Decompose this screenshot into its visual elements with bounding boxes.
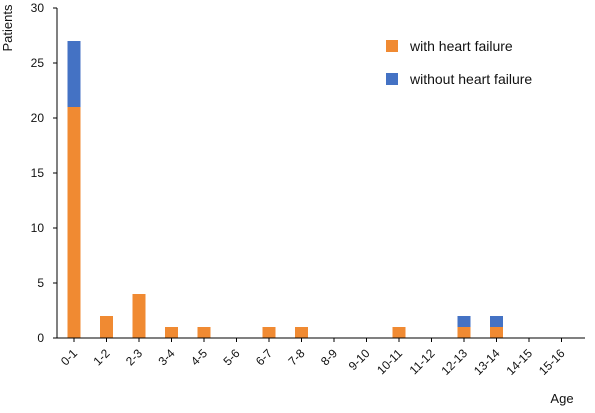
x-tick-label: 11-12 [407,346,438,377]
x-tick-label: 12-13 [439,346,471,378]
legend-label: without heart failure [409,71,532,87]
bar-3-4-series-0 [165,327,178,338]
x-tick-label: 10-11 [374,346,405,377]
bar-6-7-series-0 [262,327,276,338]
y-tick-label: 5 [37,276,44,290]
y-tick-label: 20 [31,111,45,125]
bar-10-11-series-0 [392,327,406,338]
legend: with heart failure without heart failure [386,38,532,87]
bar-12-13-series-0 [457,327,471,338]
bar-0-1-series-0 [67,107,81,338]
x-tick-label: 3-4 [155,346,177,368]
x-tick-label: 0-1 [58,346,80,368]
bar-7-8-series-0 [295,327,308,338]
x-axis-ticks: 0-1 1-2 2-3 3-4 4-5 5-6 6-7 7-8 8-9 9-10 10-11 11-1… [58,338,568,378]
bar-13-14-series-0 [490,327,503,338]
y-tick-label: 30 [31,1,45,15]
bar-13-14-series-1 [490,316,503,327]
bar-4-5-series-0 [197,327,211,338]
x-tick-label: 2-3 [123,346,145,368]
x-tick-label: 7-8 [285,346,307,368]
x-tick-label: 13-14 [471,346,503,378]
x-tick-label: 14-15 [504,346,536,378]
legend-swatch [386,73,398,85]
x-tick-label: 5-6 [220,346,242,368]
x-tick-label: 9-10 [346,346,373,373]
bars [67,41,503,338]
x-tick-label: 6-7 [253,346,275,368]
legend-swatch [386,40,398,52]
y-tick-label: 25 [31,56,45,70]
y-tick-label: 10 [31,221,45,235]
x-tick-label: 1-2 [90,346,112,368]
bar-2-3-series-0 [132,294,146,338]
bar-0-1-series-1 [67,41,81,107]
y-tick-label: 15 [31,166,45,180]
y-tick-label: 0 [37,331,44,345]
x-tick-label: 15-16 [536,346,568,378]
bar-12-13-series-1 [457,316,471,327]
y-axis-title: Patients [0,4,15,51]
y-axis-ticks: 0 5 10 15 20 25 30 [31,1,57,345]
x-tick-label: 4-5 [188,346,210,368]
x-tick-label: 8-9 [318,346,340,368]
bar-1-2-series-0 [100,316,113,338]
legend-label: with heart failure [409,38,513,54]
x-axis-title: Age [550,391,573,406]
